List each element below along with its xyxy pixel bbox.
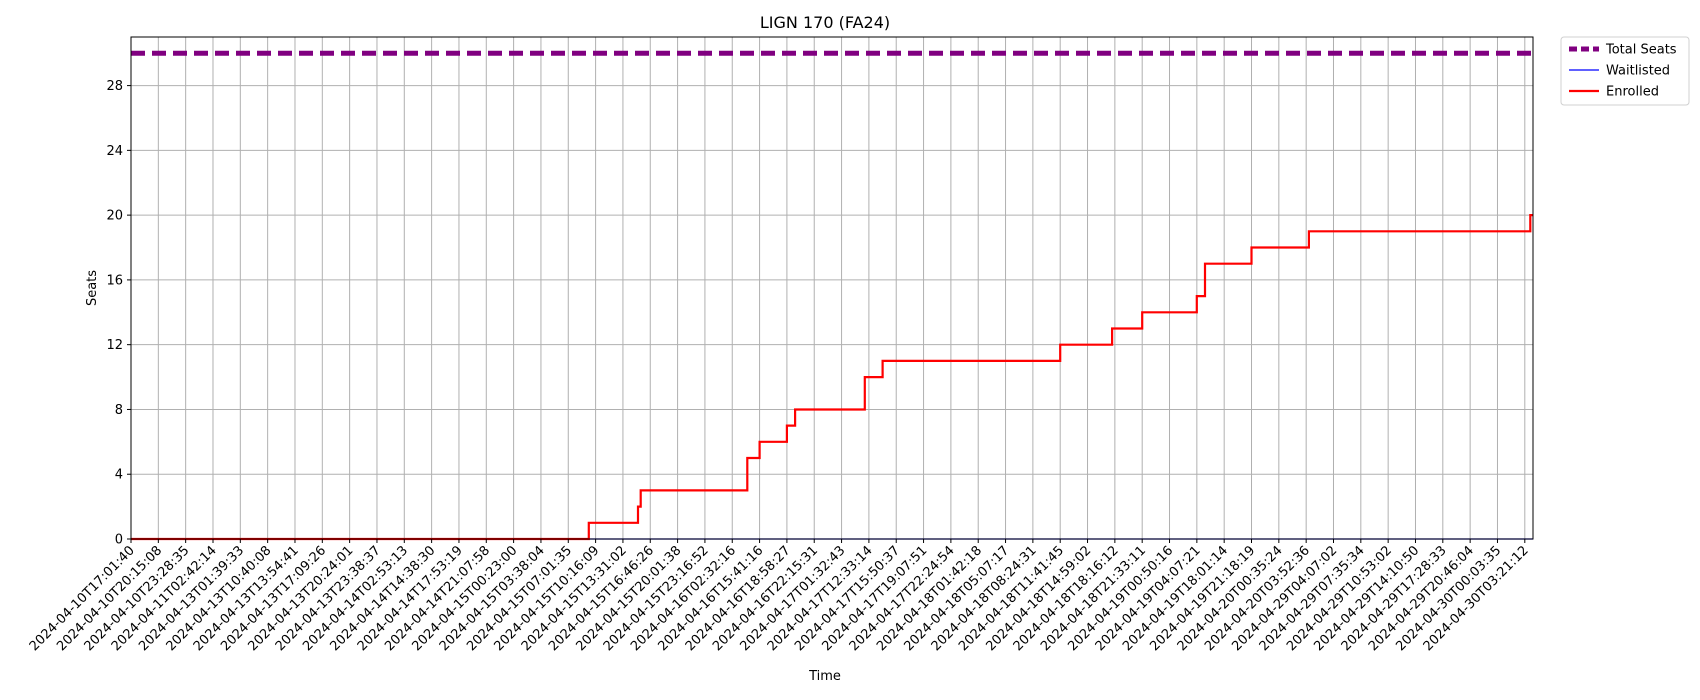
series-layer (131, 50, 1533, 541)
legend-label: Enrolled (1606, 85, 1659, 100)
y-tick-label: 28 (106, 79, 123, 94)
y-tick-label: 12 (106, 338, 123, 353)
grid (130, 37, 1533, 540)
y-tick-label: 20 (106, 209, 123, 224)
legend-box (1560, 36, 1690, 106)
legend-label: Waitlisted (1606, 64, 1670, 79)
chart-title: LIGN 170 (FA24) (760, 13, 890, 32)
plot-frame (130, 36, 1534, 540)
y-tick-label: 4 (115, 468, 123, 483)
x-axis: 2024-04-10T17:01:402024-04-10T20:15:0820… (27, 539, 1532, 654)
y-tick-label: 16 (106, 273, 123, 288)
y-tick-label: 24 (106, 144, 123, 159)
y-axis: 0 4 8 12 16 20 24 28 (106, 79, 131, 548)
y-axis-title: Seats (85, 270, 100, 306)
y-tick-label: 8 (115, 403, 123, 418)
legend: Total Seats Waitlisted Enrolled (1560, 36, 1690, 106)
y-tick-label: 0 (115, 533, 123, 548)
series-enrolled-line (131, 214, 1533, 541)
x-axis-title: Time (808, 669, 841, 684)
legend-label: Total Seats (1605, 43, 1677, 58)
